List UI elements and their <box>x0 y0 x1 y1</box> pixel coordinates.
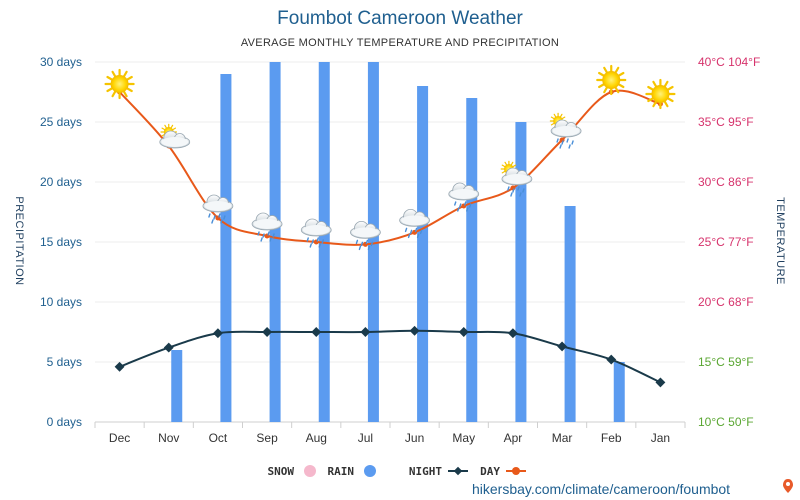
rain-bar <box>466 98 478 422</box>
sun-cloud-icon <box>159 123 191 149</box>
y-tick-label-right: 40°C 104°F <box>698 55 760 69</box>
night-point <box>262 327 273 337</box>
x-tick-label: Mar <box>552 431 573 445</box>
legend-item-night[interactable]: NIGHT <box>409 465 468 478</box>
day-point <box>510 185 516 191</box>
sun-rain-cloud-icon <box>549 112 582 149</box>
legend-label: NIGHT <box>409 465 442 478</box>
day-point <box>559 137 565 143</box>
rain-bar <box>613 362 625 422</box>
y-tick-label-left: 30 days <box>40 55 82 69</box>
rain-bar <box>367 62 379 422</box>
grid-lines <box>94 61 686 428</box>
rain-cloud-icon <box>350 220 381 251</box>
location-pin-icon <box>783 479 793 493</box>
legend-item-day[interactable]: DAY <box>480 465 526 478</box>
legend: DAY NIGHT RAIN SNOW <box>268 465 526 478</box>
night-temperature-line <box>119 329 661 384</box>
y-tick-label-right: 30°C 86°F <box>698 175 754 189</box>
legend-label: SNOW <box>268 465 295 478</box>
y-axis-title-left: PRECIPITATION <box>13 196 25 285</box>
x-tick-label: Jan <box>651 431 670 445</box>
x-tick-label: May <box>452 431 475 445</box>
rain-bar <box>171 350 183 422</box>
y-axis-labels: 0 days 5 days 10 days 15 days 20 days 25 days… <box>40 55 760 429</box>
night-point <box>114 361 125 372</box>
sun-icon <box>104 68 135 100</box>
chart-subtitle: AVERAGE MONTHLY TEMPERATURE AND PRECIPIT… <box>241 37 559 49</box>
rain-cloud-icon <box>300 218 332 248</box>
legend-item-rain[interactable]: RAIN <box>328 465 377 478</box>
y-tick-label-left: 25 days <box>40 115 82 129</box>
night-point <box>409 325 420 336</box>
x-tick-label: Jul <box>358 431 373 445</box>
x-tick-label: Apr <box>504 431 523 445</box>
y-tick-label-right: 20°C 68°F <box>698 295 754 309</box>
x-tick-label: Jun <box>405 431 424 445</box>
x-tick-label: Aug <box>306 431 327 445</box>
day-temperature-line <box>118 89 661 246</box>
y-tick-label-right: 10°C 50°F <box>698 415 754 429</box>
y-tick-label-left: 5 days <box>47 355 82 369</box>
legend-label: RAIN <box>328 465 355 478</box>
rain-bar <box>515 122 527 422</box>
weather-icons <box>104 64 676 251</box>
y-tick-label-right: 25°C 77°F <box>698 235 754 249</box>
y-tick-label-right: 15°C 59°F <box>698 355 754 369</box>
rain-cloud-icon <box>448 182 480 212</box>
y-tick-label-left: 10 days <box>40 295 82 309</box>
x-tick-label: Sep <box>256 431 278 445</box>
rain-bar <box>269 62 281 422</box>
y-tick-label-left: 15 days <box>40 235 82 249</box>
night-point <box>557 341 568 352</box>
temperature-lines <box>114 89 666 388</box>
y-tick-label-right: 35°C 95°F <box>698 115 754 129</box>
y-tick-label-left: 20 days <box>40 175 82 189</box>
sun-icon <box>596 64 627 96</box>
chart-title: Foumbot Cameroon Weather <box>277 8 523 29</box>
source-text[interactable]: hikersbay.com/climate/cameroon/foumbot <box>472 481 730 497</box>
night-point <box>655 377 666 388</box>
sun-rain-cloud-icon <box>500 160 533 197</box>
x-tick-label: Feb <box>601 431 622 445</box>
night-point <box>606 354 617 365</box>
x-tick-label: Nov <box>158 431 179 445</box>
night-point <box>212 328 223 339</box>
night-point <box>163 342 174 353</box>
y-tick-label-left: 0 days <box>47 415 82 429</box>
legend-item-snow[interactable]: SNOW <box>268 465 317 478</box>
night-point <box>311 327 322 337</box>
night-point <box>360 327 371 337</box>
night-point <box>458 327 469 337</box>
x-tick-label: Dec <box>109 431 130 445</box>
x-axis-labels: Dec Nov Oct Sep Aug Jul Jun May Apr Mar Feb Jan <box>109 431 670 445</box>
rain-bar <box>417 86 429 422</box>
sun-icon <box>645 78 676 110</box>
rain-cloud-icon <box>202 194 234 224</box>
y-axis-title-right: TEMPERATURE <box>774 197 786 285</box>
source-link[interactable]: hikersbay.com/climate/cameroon/foumbot <box>472 479 793 497</box>
legend-label: DAY <box>480 465 500 478</box>
x-tick-label: Oct <box>209 431 228 445</box>
rain-bar <box>564 206 576 422</box>
rain-bar <box>220 74 232 422</box>
rain-cloud-icon <box>399 208 430 239</box>
rain-cloud-icon <box>251 212 283 242</box>
